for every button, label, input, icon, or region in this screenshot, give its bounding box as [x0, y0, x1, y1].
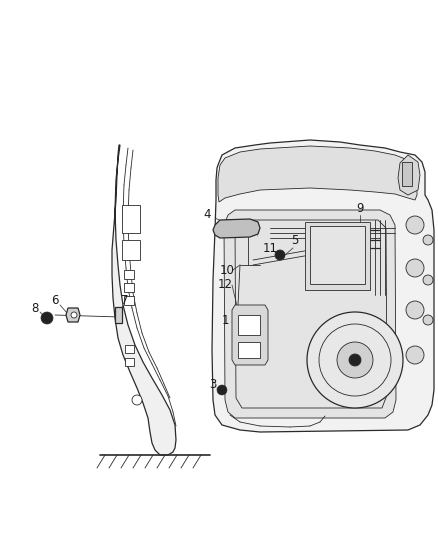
Bar [305, 222, 370, 290]
Polygon shape [218, 146, 417, 202]
Polygon shape [224, 210, 396, 418]
Text: 1: 1 [221, 313, 229, 327]
Circle shape [275, 250, 285, 260]
Circle shape [423, 235, 433, 245]
Text: 7: 7 [121, 294, 129, 306]
Text: 8: 8 [31, 302, 39, 314]
Bar [125, 358, 134, 366]
Circle shape [406, 216, 424, 234]
Polygon shape [212, 140, 434, 432]
Polygon shape [213, 219, 260, 238]
Text: 6: 6 [51, 294, 59, 306]
Circle shape [41, 312, 53, 324]
Circle shape [71, 312, 77, 318]
Polygon shape [232, 305, 268, 365]
Bar [122, 240, 140, 260]
Text: 10: 10 [219, 263, 234, 277]
Bar [238, 315, 260, 335]
Circle shape [423, 315, 433, 325]
Bar [238, 342, 260, 358]
Text: 4: 4 [203, 208, 211, 222]
Circle shape [132, 395, 142, 405]
Bar [124, 296, 134, 305]
Text: 3: 3 [209, 378, 217, 392]
Bar [310, 226, 365, 284]
Text: 5: 5 [291, 233, 299, 246]
Text: 9: 9 [356, 201, 364, 214]
Text: 11: 11 [262, 241, 278, 254]
Polygon shape [66, 308, 80, 322]
Circle shape [307, 312, 403, 408]
Bar [125, 345, 134, 353]
Polygon shape [398, 155, 420, 195]
Bar [122, 205, 140, 233]
Circle shape [406, 301, 424, 319]
Circle shape [406, 259, 424, 277]
Text: 12: 12 [218, 279, 233, 292]
Circle shape [423, 275, 433, 285]
Circle shape [337, 342, 373, 378]
Bar [124, 283, 134, 292]
Bar [124, 270, 134, 279]
Polygon shape [112, 145, 176, 455]
Polygon shape [115, 307, 122, 323]
Bar [402, 162, 412, 186]
Circle shape [349, 354, 361, 366]
Circle shape [217, 385, 227, 395]
Circle shape [406, 346, 424, 364]
